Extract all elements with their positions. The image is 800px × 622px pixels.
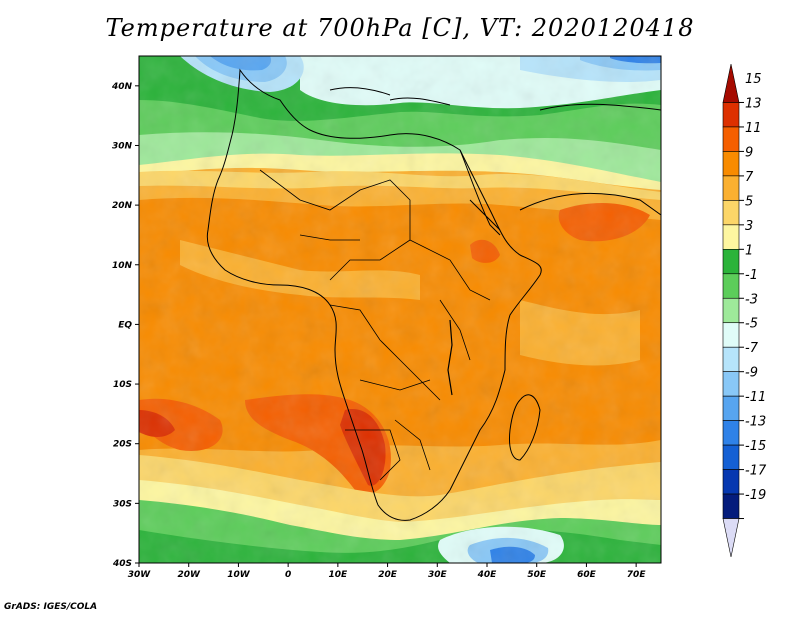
latitude-axis: 40N 30N 20N 10N EQ 10S 20S 30S 40S: [111, 82, 139, 569]
colorbar-level-label: 9: [745, 145, 753, 160]
colorbar-swatch: [722, 200, 740, 226]
colorbar-bottom-triangle: [722, 518, 740, 558]
colorbar-swatch: [722, 102, 740, 128]
lon-tick-label: 10E: [329, 570, 349, 580]
colorbar-level-label: 13: [745, 96, 762, 111]
colorbar-level-label: 15: [745, 72, 762, 87]
colorbar-swatch: [722, 151, 740, 177]
temperature-field: [139, 56, 661, 563]
lat-tick-label: 20N: [112, 201, 133, 211]
colorbar-swatch: [722, 273, 740, 299]
colorbar-swatch: [722, 249, 740, 275]
colorbar-level-label: -19: [745, 488, 766, 503]
colorbar-level-label: -5: [745, 317, 758, 332]
colorbar-level-label: 11: [745, 121, 762, 136]
lon-tick-label: 20E: [378, 570, 398, 580]
colorbar-swatch: [722, 493, 740, 519]
colorbar-swatch: [722, 444, 740, 470]
lon-tick-label: 40E: [477, 570, 498, 580]
longitude-axis: 30W 20W 10W 0 10E 20E 30E 40E 50E 60E 70E: [128, 563, 647, 580]
colorbar-level-label: 1: [745, 243, 753, 258]
chart-title: Temperature at 700hPa [C], VT: 202012041…: [105, 14, 695, 42]
lon-tick-label: 50E: [527, 570, 547, 580]
colorbar-top-triangle: [722, 63, 740, 103]
colorbar-swatch: [722, 224, 740, 250]
colorbar-swatch: [722, 126, 740, 152]
colorbar-swatch: [722, 175, 740, 201]
lat-tick-label: 40N: [111, 82, 133, 92]
colorbar-swatch: [722, 420, 740, 446]
lon-tick-label: 10W: [227, 570, 251, 580]
lat-tick-label: 30S: [113, 499, 132, 509]
colorbar-level-label: -13: [745, 415, 766, 430]
colorbar-level-label: -7: [745, 341, 759, 356]
lon-tick-label: 70E: [627, 570, 647, 580]
lat-tick-label: 20S: [113, 440, 132, 450]
colorbar-swatch: [722, 469, 740, 495]
lon-tick-label: 30W: [128, 570, 152, 580]
colorbar-swatch: [722, 371, 740, 397]
colorbar-level-label: -9: [745, 366, 758, 381]
lon-tick-label: 60E: [577, 570, 597, 580]
lat-tick-label: 10S: [113, 380, 132, 390]
lat-tick-label: EQ: [118, 320, 132, 330]
colorbar-level-label: -1: [745, 268, 758, 283]
colorbar-level-label: -17: [745, 464, 767, 479]
grads-credit: GrADS: IGES/COLA: [4, 602, 98, 612]
colorbar-swatch: [722, 395, 740, 421]
colorbar-swatch: [722, 297, 740, 324]
lon-tick-label: 30E: [428, 570, 448, 580]
coastlines: [206, 68, 661, 521]
colorbar-swatch: [722, 322, 740, 348]
lat-tick-label: 10N: [112, 261, 133, 271]
lon-tick-label: 20W: [177, 570, 201, 580]
colorbar: 15 13 11 9 7 5 3 1 -1 -3 -5 -7 -9 -11 -13 -15 -17 -19: [722, 63, 767, 558]
colorbar-level-label: -3: [745, 292, 758, 307]
lat-tick-label: 30N: [112, 141, 133, 151]
colorbar-swatch: [722, 346, 740, 372]
colorbar-level-label: 5: [745, 194, 753, 209]
colorbar-level-label: 3: [745, 219, 753, 234]
colorbar-level-label: -15: [745, 439, 766, 454]
lon-tick-label: 0: [285, 570, 291, 580]
colorbar-level-label: -11: [745, 390, 766, 405]
colorbar-level-label: 7: [745, 170, 754, 185]
map-frame: [138, 55, 662, 564]
lat-tick-label: 40S: [112, 559, 132, 569]
